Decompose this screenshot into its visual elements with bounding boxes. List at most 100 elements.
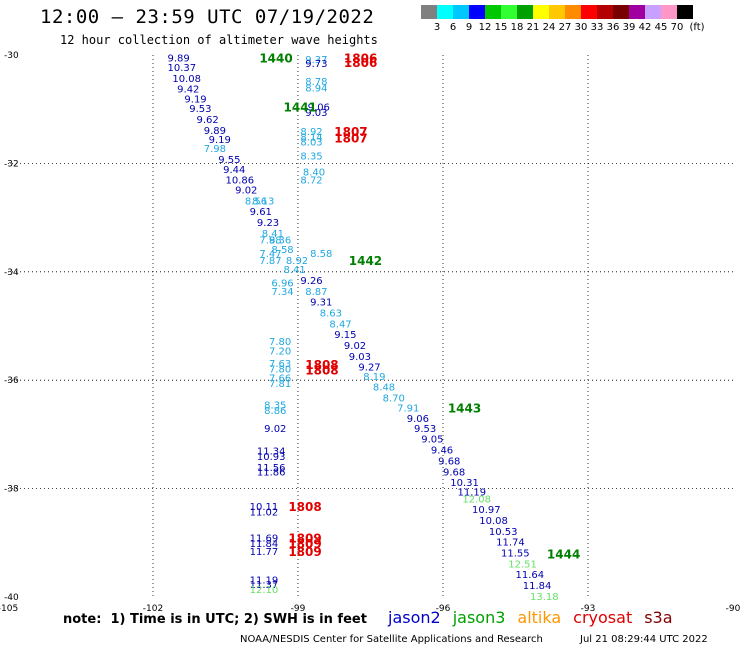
legend-label: 70 bbox=[670, 22, 684, 33]
y-tick-label: -36 bbox=[4, 376, 19, 386]
wave-height-value: 10.31 bbox=[450, 478, 479, 489]
wave-height-value: 8.40 bbox=[303, 168, 325, 179]
pass-time-label: 1440 bbox=[259, 52, 292, 66]
x-tick-label: -90 bbox=[726, 604, 740, 614]
map-subtitle: 12 hour collection of altimeter wave hei… bbox=[60, 33, 378, 47]
legend-label: 6 bbox=[449, 22, 457, 33]
wave-height-value: 7.91 bbox=[397, 403, 419, 414]
wave-height-value: 11.77 bbox=[250, 547, 279, 558]
satellite-legend: jason2 jason3 altika cryosat s3a bbox=[388, 608, 685, 627]
y-tick-label: -30 bbox=[4, 51, 19, 61]
wave-height-value: 8.03 bbox=[300, 138, 322, 149]
pass-time-label: 1806 bbox=[344, 52, 377, 66]
wave-height-value: 8.35 bbox=[300, 151, 322, 162]
wave-height-value: 9.27 bbox=[358, 363, 380, 374]
wave-height-value: 10.37 bbox=[168, 63, 197, 74]
wave-height-value: 9.03 bbox=[349, 352, 371, 363]
wave-height-value: 9.89 bbox=[168, 54, 190, 65]
legend-swatch bbox=[453, 5, 469, 19]
pass-time-label: 1808 bbox=[305, 363, 338, 377]
pass-time-label: 1442 bbox=[349, 254, 382, 268]
legend-label: 27 bbox=[558, 22, 572, 33]
wave-height-value: 8.14 bbox=[300, 132, 322, 143]
wave-height-value: 11.74 bbox=[496, 538, 525, 549]
legend-label: 15 bbox=[494, 22, 508, 33]
wave-height-value: 8.92 bbox=[300, 127, 322, 138]
legend-swatch bbox=[549, 5, 565, 19]
legend-unit: (ft) bbox=[689, 22, 705, 33]
wave-height-value: 9.53 bbox=[414, 424, 436, 435]
x-tick-label: -105 bbox=[0, 604, 18, 614]
pass-time-label: 1807 bbox=[334, 125, 367, 139]
pass-time-label: 1444 bbox=[547, 548, 580, 562]
wave-height-value: 8.58 bbox=[271, 245, 293, 256]
legend-label: 39 bbox=[622, 22, 636, 33]
wave-height-value: 9.42 bbox=[177, 85, 199, 96]
wave-height-value: 10.53 bbox=[489, 527, 518, 538]
wave-height-value: 7.81 bbox=[269, 379, 291, 390]
wave-height-value: 9.44 bbox=[223, 165, 245, 176]
wave-height-value: 8.94 bbox=[305, 84, 327, 95]
wave-height-value: 10.93 bbox=[257, 452, 286, 463]
wave-height-value: 9.31 bbox=[310, 298, 332, 309]
legend-label: 24 bbox=[542, 22, 556, 33]
wave-height-value: 8.72 bbox=[300, 176, 322, 187]
wave-height-value: 11.64 bbox=[516, 570, 545, 581]
wave-height-value: 9.03 bbox=[305, 108, 327, 119]
wave-height-value: 7.98 bbox=[259, 235, 281, 246]
wave-height-value: 7.34 bbox=[271, 287, 293, 298]
pass-time-label: 1809 bbox=[288, 531, 321, 545]
wave-height-value: 9.61 bbox=[250, 207, 272, 218]
legend-swatch bbox=[645, 5, 661, 19]
legend-swatch bbox=[421, 5, 437, 19]
wave-height-value: 8.35 bbox=[264, 401, 286, 412]
legend-swatch bbox=[437, 5, 453, 19]
legend-label: 9 bbox=[465, 22, 473, 33]
satellite-name: jason3 bbox=[452, 608, 506, 627]
pass-time-label: 1441 bbox=[284, 100, 317, 114]
legend-label: 18 bbox=[510, 22, 524, 33]
wave-height-value: 7.80 bbox=[269, 364, 291, 375]
wave-height-value: 8.13 bbox=[252, 196, 274, 207]
legend-swatch bbox=[517, 5, 533, 19]
y-tick-label: -38 bbox=[4, 485, 19, 495]
wave-height-value: 8.56 bbox=[245, 196, 267, 207]
wave-height-value: 8.48 bbox=[373, 383, 395, 394]
legend-label: 30 bbox=[574, 22, 588, 33]
wave-height-value: 7.66 bbox=[269, 373, 291, 384]
legend-swatch bbox=[501, 5, 517, 19]
wave-height-value: 9.06 bbox=[407, 414, 429, 425]
y-tick-label: -34 bbox=[4, 268, 19, 278]
satellite-name: s3a bbox=[644, 608, 673, 627]
legend-swatch bbox=[581, 5, 597, 19]
x-tick-label: -102 bbox=[143, 604, 163, 614]
wave-height-value: 10.97 bbox=[472, 505, 501, 516]
wave-height-value: 11.86 bbox=[257, 467, 286, 478]
wave-height-value: 7.47 bbox=[259, 249, 281, 260]
wave-height-value: 8.78 bbox=[305, 77, 327, 88]
x-tick-label: -93 bbox=[581, 604, 596, 614]
wave-height-value: 9.02 bbox=[264, 424, 286, 435]
legend-label: 36 bbox=[606, 22, 620, 33]
wave-height-value: 13.18 bbox=[530, 592, 559, 603]
footer-note: note: 1) Time is in UTC; 2) SWH is in fe… bbox=[63, 612, 367, 627]
legend-swatch bbox=[565, 5, 581, 19]
legend-swatch bbox=[597, 5, 613, 19]
wave-height-value: 11.19 bbox=[458, 487, 487, 498]
pass-time-label: 1808 bbox=[288, 500, 321, 514]
wave-height-value: 9.62 bbox=[197, 115, 219, 126]
map-title: 12:00 – 23:59 UTC 07/19/2022 bbox=[40, 6, 375, 28]
wave-height-value: 8.41 bbox=[262, 229, 284, 240]
wave-height-value: 7.63 bbox=[269, 359, 291, 370]
wave-height-value: 8.47 bbox=[329, 319, 351, 330]
wave-height-value: 10.86 bbox=[226, 176, 255, 187]
wave-height-value: 11.55 bbox=[501, 549, 530, 560]
wave-height-value: 11.19 bbox=[250, 576, 279, 587]
wave-height-value: 8.58 bbox=[310, 249, 332, 260]
wave-height-value: 9.55 bbox=[218, 155, 240, 166]
wave-height-value: 9.89 bbox=[204, 126, 226, 137]
legend-swatch bbox=[469, 5, 485, 19]
wave-height-value: 10.11 bbox=[250, 502, 279, 513]
wave-height-value: 12.10 bbox=[250, 585, 279, 596]
